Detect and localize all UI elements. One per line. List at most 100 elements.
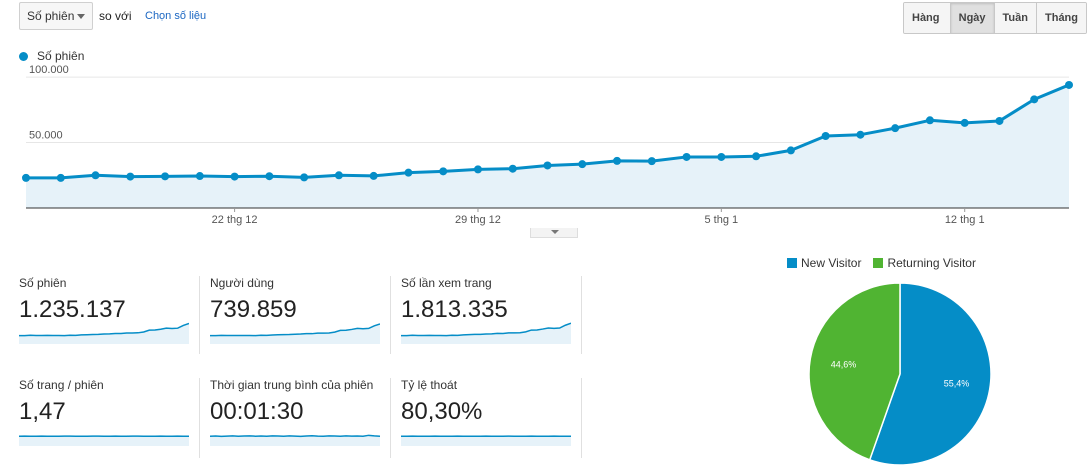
- granularity-week-button[interactable]: Tuần: [993, 3, 1036, 33]
- data-point: [22, 173, 30, 182]
- granularity-day-button[interactable]: Ngày: [949, 3, 994, 33]
- data-point: [265, 172, 274, 181]
- metric-select[interactable]: Số phiên: [19, 2, 93, 30]
- chart-toolbar: Số phiên so với Chọn số liệu Hàng giờ Ng…: [0, 0, 1087, 36]
- y-tick-label: 50.000: [29, 130, 63, 142]
- metric-label: Tỷ lệ thoát: [401, 378, 458, 392]
- sparkline-area: [19, 436, 189, 446]
- data-point: [439, 167, 448, 176]
- chevron-down-icon: [77, 14, 85, 19]
- data-point: [1065, 80, 1073, 89]
- series-area: [26, 84, 1069, 208]
- pie-legend: New Visitor Returning Visitor: [787, 256, 988, 270]
- data-point: [126, 172, 135, 181]
- metric-select-value: Số phiên: [27, 9, 75, 23]
- pie-slice-label: 44,6%: [831, 359, 857, 369]
- metric-label: Số phiên: [19, 276, 67, 290]
- divider: [199, 378, 200, 458]
- divider: [390, 276, 391, 354]
- data-point: [473, 165, 482, 174]
- metric-pageviews[interactable]: Số lần xem trang 1.813.335: [401, 276, 583, 360]
- compare-label: so với: [99, 9, 132, 23]
- metric-label: Số lần xem trang: [401, 276, 492, 290]
- metric-sessions[interactable]: Số phiên 1.235.137: [19, 276, 201, 360]
- metric-label: Thời gian trung bình của phiên: [210, 378, 374, 392]
- metric-sparkline: [401, 435, 571, 446]
- data-point: [960, 118, 969, 127]
- visitor-type-pie-chart: 55,4% 44,6%: [808, 282, 992, 466]
- collapse-chart-handle[interactable]: [530, 228, 578, 238]
- x-tick-label: 12 thg 1: [945, 214, 985, 226]
- data-point: [161, 172, 170, 181]
- metric-bounce-rate[interactable]: Tỷ lệ thoát 80,30%: [401, 378, 583, 462]
- data-point: [56, 173, 65, 182]
- choose-metric-link[interactable]: Chọn số liệu: [145, 10, 207, 22]
- data-point: [925, 116, 934, 125]
- data-point: [369, 171, 378, 180]
- sparkline-area: [210, 435, 380, 446]
- legend-dot-icon: [19, 52, 28, 61]
- data-point: [995, 116, 1004, 125]
- metric-value: 739.859: [210, 296, 297, 323]
- x-tick-label: 22 thg 12: [212, 214, 258, 226]
- metric-value: 1.813.335: [401, 296, 508, 323]
- data-point: [786, 146, 795, 155]
- metric-value: 1,47: [19, 398, 66, 425]
- metric-sparkline: [210, 323, 380, 344]
- data-point: [821, 132, 830, 140]
- pie-slice-label: 55,4%: [944, 379, 970, 389]
- data-point: [230, 172, 239, 181]
- data-point: [647, 157, 656, 166]
- pie-legend-label: Returning Visitor: [887, 256, 976, 270]
- metric-value: 1.235.137: [19, 296, 126, 323]
- sparkline-area: [401, 436, 571, 446]
- metric-value: 80,30%: [401, 398, 483, 425]
- data-point: [891, 124, 900, 133]
- granularity-toggle: Hàng giờ Ngày Tuần Tháng: [903, 2, 1087, 34]
- data-point: [91, 171, 100, 180]
- data-point: [613, 156, 622, 165]
- data-point: [508, 164, 517, 173]
- sparkline-area: [401, 323, 571, 344]
- data-point: [717, 152, 726, 161]
- chart-legend: Số phiên: [19, 49, 84, 63]
- metric-sparkline: [401, 322, 571, 344]
- metric-label: Số trang / phiên: [19, 378, 104, 392]
- metric-sparkline: [19, 322, 189, 344]
- y-tick-label: 100.000: [29, 64, 69, 76]
- data-point: [334, 171, 343, 180]
- data-point: [752, 152, 761, 161]
- metric-value: 00:01:30: [210, 398, 304, 425]
- metric-sparkline: [210, 434, 380, 446]
- data-point: [578, 160, 587, 169]
- sparkline-area: [210, 323, 380, 344]
- metric-users[interactable]: Người dùng 739.859: [210, 276, 392, 360]
- data-point: [543, 161, 552, 170]
- data-point: [300, 173, 309, 182]
- divider: [581, 276, 582, 354]
- sparkline-line: [401, 322, 571, 337]
- pie-legend-label: New Visitor: [801, 256, 862, 270]
- metric-avg-session-duration[interactable]: Thời gian trung bình của phiên 00:01:30: [210, 378, 392, 462]
- divider: [199, 276, 200, 354]
- legend-swatch-icon: [873, 258, 884, 268]
- data-point: [1030, 95, 1039, 104]
- x-tick-label: 29 thg 12: [455, 214, 501, 226]
- pie-legend-item-returning[interactable]: Returning Visitor: [873, 256, 976, 270]
- pie-legend-item-new[interactable]: New Visitor: [787, 256, 861, 270]
- sessions-line-chart: 100.000 50.000 22 thg 12 29 thg 12 5 thg 1 12…: [22, 64, 1073, 226]
- data-point: [856, 130, 865, 139]
- granularity-month-button[interactable]: Tháng: [1036, 3, 1086, 33]
- sparkline-line: [19, 322, 189, 337]
- data-point: [404, 168, 413, 177]
- sparkline-area: [19, 323, 189, 344]
- x-tick-label: 5 thg 1: [705, 214, 739, 226]
- metric-label: Người dùng: [210, 276, 274, 290]
- divider: [581, 378, 582, 458]
- data-point: [682, 152, 691, 161]
- granularity-hourly-button[interactable]: Hàng giờ: [904, 3, 950, 33]
- pie-slice: [808, 282, 901, 461]
- data-point: [195, 172, 204, 181]
- metric-pages-per-session[interactable]: Số trang / phiên 1,47: [19, 378, 201, 462]
- sparkline-line: [210, 434, 380, 438]
